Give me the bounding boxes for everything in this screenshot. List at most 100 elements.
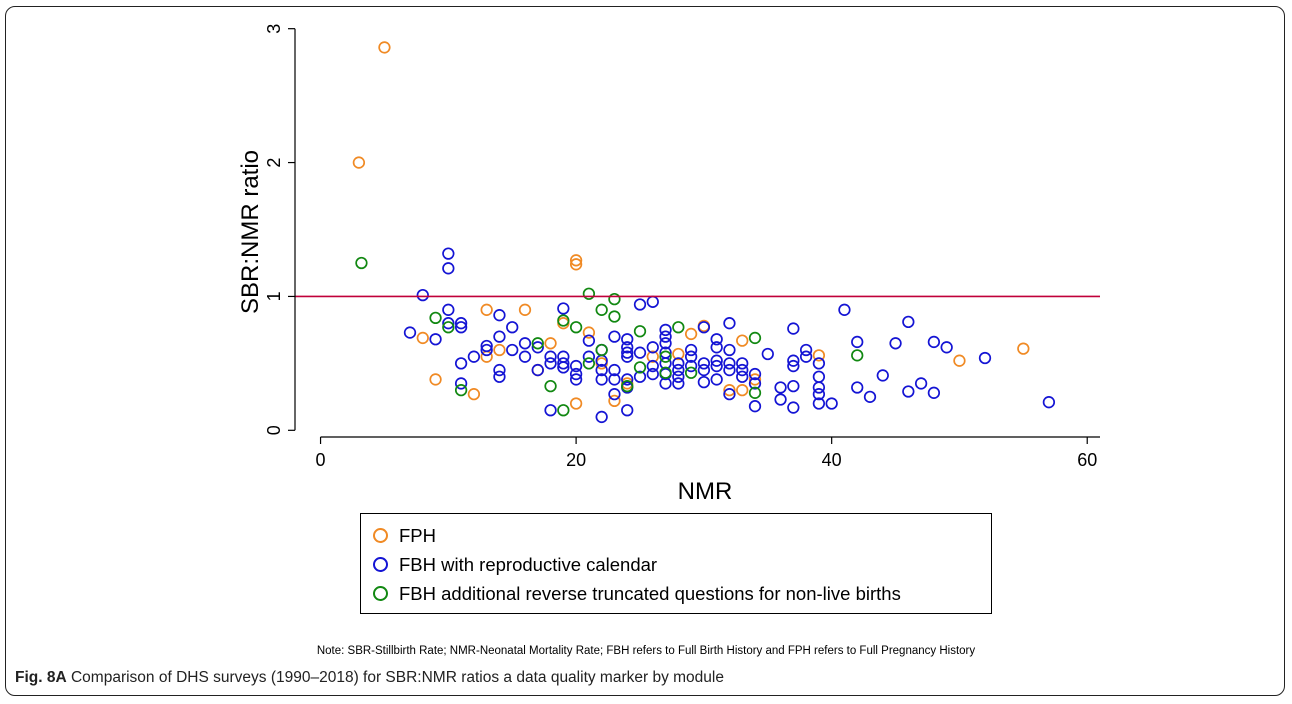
point-fbh-calendar xyxy=(621,373,634,386)
point-fbh-calendar xyxy=(787,401,800,414)
point-fbh-reverse xyxy=(684,366,698,379)
point-fbh-calendar xyxy=(493,370,506,383)
y-tick-label: 1 xyxy=(264,291,284,301)
point-fph xyxy=(646,350,659,363)
point-fbh-calendar xyxy=(621,341,634,354)
legend-marker-fbh-calendar xyxy=(373,557,388,572)
point-fbh-calendar xyxy=(608,363,621,377)
point-fbh-calendar xyxy=(582,350,596,363)
point-fbh-calendar xyxy=(442,317,455,330)
point-fbh-calendar xyxy=(812,370,826,383)
point-fph xyxy=(569,397,583,410)
point-fbh-calendar xyxy=(442,247,455,260)
point-fbh-calendar xyxy=(902,385,915,398)
point-fbh-calendar xyxy=(531,363,544,377)
point-fbh-calendar xyxy=(748,400,762,413)
point-fbh-reverse xyxy=(582,357,596,370)
point-fbh-calendar xyxy=(646,295,659,308)
point-fph xyxy=(429,373,442,386)
caption-text: Comparison of DHS surveys (1990–2018) fo… xyxy=(66,669,724,686)
point-fbh-calendar xyxy=(633,346,647,359)
point-fbh-calendar xyxy=(723,343,736,357)
point-fbh-reverse xyxy=(621,379,634,393)
point-fbh-calendar xyxy=(723,388,736,401)
point-fbh-calendar xyxy=(838,303,851,316)
point-fbh-reverse xyxy=(557,314,570,327)
point-fbh-calendar xyxy=(710,354,723,367)
point-fph xyxy=(352,156,366,169)
point-fbh-calendar xyxy=(557,357,570,370)
figure-note: Note: SBR-Stillbirth Rate; NMR-Neonatal … xyxy=(316,645,976,657)
point-fbh-calendar xyxy=(774,393,787,406)
point-fbh-calendar xyxy=(569,373,583,386)
point-fbh-calendar xyxy=(940,341,953,354)
point-fbh-reverse xyxy=(531,337,544,350)
point-fbh-calendar xyxy=(608,330,621,343)
point-fbh-calendar xyxy=(544,357,557,370)
point-fph xyxy=(582,326,596,339)
point-fbh-calendar xyxy=(659,323,672,337)
point-fbh-reverse xyxy=(672,321,685,334)
point-fph xyxy=(608,394,621,408)
point-fbh-calendar xyxy=(557,361,570,374)
point-fbh-calendar xyxy=(646,341,659,354)
point-fbh-reverse xyxy=(442,321,455,334)
point-fbh-calendar xyxy=(876,369,889,382)
point-fph xyxy=(518,303,532,316)
point-fbh-calendar xyxy=(595,373,608,386)
point-fbh-calendar xyxy=(595,363,608,377)
legend-marker-fph xyxy=(373,528,388,543)
legend-label-fph: FPH xyxy=(399,524,436,546)
point-fbh-reverse xyxy=(633,325,647,338)
point-fbh-calendar xyxy=(621,333,634,346)
point-fbh-calendar xyxy=(927,386,941,399)
point-fph xyxy=(736,383,749,397)
point-fbh-calendar xyxy=(697,321,711,334)
point-fbh-calendar xyxy=(812,381,826,394)
point-fbh-calendar xyxy=(812,357,826,370)
point-fbh-calendar xyxy=(442,303,455,316)
point-fbh-reverse xyxy=(608,310,621,323)
point-fph xyxy=(544,337,557,350)
point-fbh-calendar xyxy=(672,363,685,377)
legend-label-fbh-calendar: FBH with reproductive calendar xyxy=(399,553,658,575)
point-fbh-calendar xyxy=(774,381,787,394)
point-fbh-reverse xyxy=(582,287,596,300)
point-fbh-calendar xyxy=(851,335,864,349)
point-fbh-reverse xyxy=(569,321,583,334)
point-fbh-calendar xyxy=(621,346,634,359)
point-fbh-calendar xyxy=(518,337,532,350)
point-fbh-calendar xyxy=(454,317,468,330)
point-fph xyxy=(480,303,493,316)
point-fbh-calendar xyxy=(557,302,570,315)
point-fph xyxy=(467,388,481,401)
y-ticks: 0 1 2 3 xyxy=(264,24,295,435)
point-fbh-calendar xyxy=(621,350,634,363)
point-fbh-calendar xyxy=(672,370,685,383)
points-layer xyxy=(352,41,1056,424)
point-fbh-reverse xyxy=(851,349,864,362)
point-fbh-calendar xyxy=(761,347,774,361)
point-fbh-calendar xyxy=(812,397,826,410)
y-axis-title: SBR:NMR ratio xyxy=(237,150,264,314)
y-tick-label: 2 xyxy=(264,158,284,168)
point-fbh-calendar xyxy=(672,357,685,370)
point-fbh-calendar xyxy=(851,381,864,394)
point-fbh-calendar xyxy=(480,343,493,357)
point-fbh-reverse xyxy=(595,343,608,357)
point-fbh-calendar xyxy=(454,321,468,334)
point-fbh-calendar xyxy=(467,350,481,363)
point-fbh-calendar xyxy=(684,350,698,363)
point-fbh-calendar xyxy=(454,357,468,370)
x-axis-title: NMR xyxy=(678,478,733,505)
point-fph xyxy=(416,331,429,345)
point-fbh-calendar xyxy=(531,341,544,354)
point-fbh-calendar xyxy=(646,367,659,381)
point-fbh-reverse xyxy=(633,361,647,374)
x-tick-label: 20 xyxy=(566,450,586,470)
point-fbh-calendar xyxy=(608,388,621,401)
point-fbh-calendar xyxy=(442,262,455,275)
point-fbh-calendar xyxy=(723,317,736,330)
point-fph xyxy=(569,258,583,271)
